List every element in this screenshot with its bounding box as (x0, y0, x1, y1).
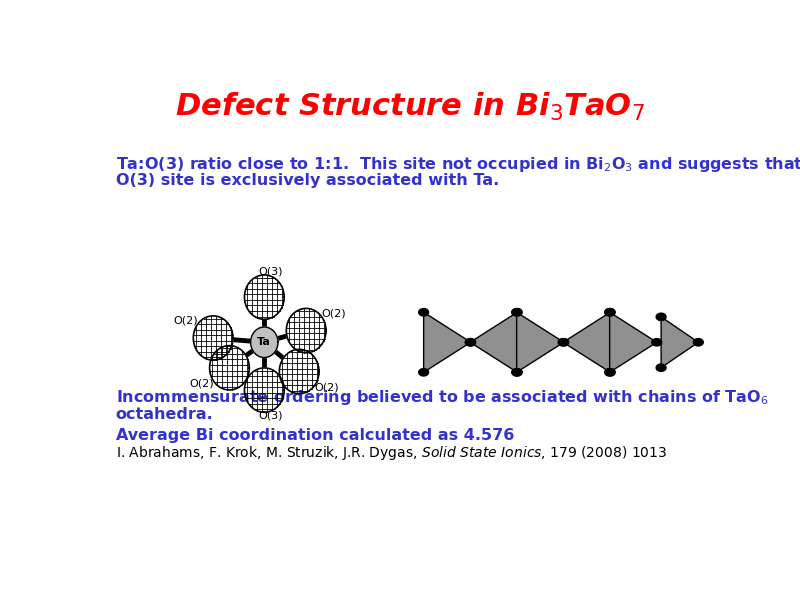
Polygon shape (466, 338, 476, 346)
Text: O(2): O(2) (173, 316, 198, 325)
Text: Average Bi coordination calculated as 4.576: Average Bi coordination calculated as 4.… (115, 428, 514, 443)
Polygon shape (512, 308, 522, 316)
Polygon shape (559, 338, 569, 346)
Polygon shape (418, 308, 429, 316)
Polygon shape (656, 364, 666, 371)
Polygon shape (466, 338, 475, 346)
Polygon shape (610, 312, 657, 372)
Polygon shape (245, 275, 284, 319)
Text: O(3) site is exclusively associated with Ta.: O(3) site is exclusively associated with… (115, 173, 498, 188)
Polygon shape (606, 368, 615, 376)
Polygon shape (418, 368, 429, 376)
Polygon shape (470, 312, 518, 372)
Polygon shape (517, 312, 564, 372)
Text: O(2): O(2) (190, 379, 214, 389)
Polygon shape (605, 308, 614, 316)
Polygon shape (694, 338, 703, 346)
Polygon shape (250, 327, 278, 358)
Text: octahedra.: octahedra. (115, 407, 214, 422)
Polygon shape (194, 316, 233, 360)
Text: I. Abrahams, F. Krok, M. Struzik, J.R. Dygas, $\it{Solid\ State\ Ionics}$, 179 (: I. Abrahams, F. Krok, M. Struzik, J.R. D… (115, 444, 667, 462)
Polygon shape (512, 308, 522, 316)
Polygon shape (512, 368, 522, 376)
Polygon shape (606, 308, 615, 316)
Polygon shape (210, 346, 250, 390)
Text: O(2): O(2) (322, 308, 346, 318)
Polygon shape (661, 317, 698, 368)
Polygon shape (286, 308, 326, 353)
Polygon shape (652, 338, 662, 346)
Text: O(2): O(2) (314, 383, 339, 392)
Polygon shape (605, 368, 614, 376)
Text: O(3): O(3) (258, 410, 282, 421)
Polygon shape (245, 368, 284, 412)
Polygon shape (558, 338, 568, 346)
Text: Defect Structure in Bi$_3$TaO$_7$: Defect Structure in Bi$_3$TaO$_7$ (175, 91, 645, 122)
Polygon shape (424, 312, 470, 372)
Polygon shape (656, 313, 666, 320)
Text: Ta:O(3) ratio close to 1:1.  This site not occupied in Bi$_2$O$_3$ and suggests : Ta:O(3) ratio close to 1:1. This site no… (115, 155, 800, 174)
Polygon shape (279, 349, 319, 394)
Polygon shape (512, 368, 522, 376)
Text: Incommensurate ordering believed to be associated with chains of TaO$_6$: Incommensurate ordering believed to be a… (115, 388, 768, 407)
Polygon shape (563, 312, 610, 372)
Text: Ta: Ta (258, 337, 271, 347)
Text: O(3): O(3) (258, 266, 282, 277)
